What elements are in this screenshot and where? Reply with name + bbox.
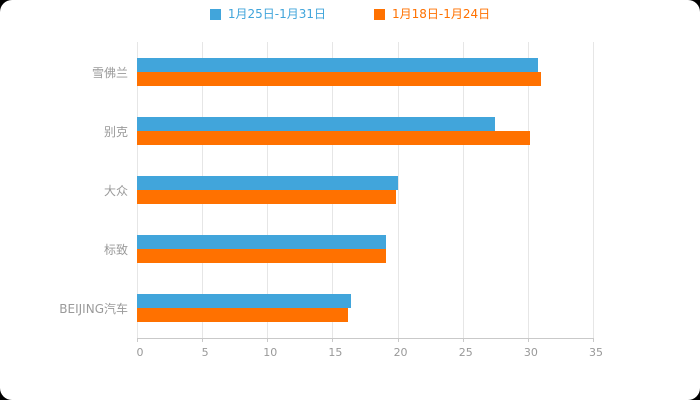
category-label: BEIJING汽车 <box>59 302 128 317</box>
bar-current-week <box>137 294 351 309</box>
x-axis-tick-label: 35 <box>589 346 603 359</box>
bar-current-week <box>137 57 539 72</box>
legend-label-week1: 1月18日-1月24日 <box>392 7 491 21</box>
gridline <box>527 42 529 338</box>
category-label: 大众 <box>103 184 128 198</box>
x-axis-tick <box>332 338 334 342</box>
bar-previous-week <box>137 249 386 264</box>
x-axis-tick <box>137 338 138 342</box>
bar-previous-week <box>137 130 531 145</box>
x-axis-tick-label: 0 <box>136 346 144 359</box>
bar-current-week <box>137 176 398 190</box>
bar-current-week <box>137 235 386 250</box>
legend-swatch-orange-icon <box>374 8 385 20</box>
category-label: 雪佛兰 <box>91 65 128 80</box>
x-axis-tick <box>462 338 464 342</box>
category-label: 别克 <box>103 124 128 139</box>
x-axis-tick <box>593 338 594 342</box>
category-label: 标致 <box>103 243 128 258</box>
x-axis-tick <box>267 338 269 342</box>
gridline <box>462 42 464 338</box>
bar-previous-week <box>137 71 541 86</box>
x-axis-tick-label: 15 <box>328 346 343 359</box>
legend-item-week1[interactable]: 1月18日-1月24日 <box>374 8 490 20</box>
legend: 1月25日-1月31日 1月18日-1月24日 <box>0 8 700 20</box>
x-axis-line <box>137 338 593 339</box>
gridline <box>397 42 399 338</box>
x-axis-tick <box>397 338 399 342</box>
legend-label-week2: 1月25日-1月31日 <box>227 7 326 21</box>
x-axis-tick-label: 20 <box>393 346 408 359</box>
bar-current-week <box>137 116 496 131</box>
legend-swatch-blue-icon <box>209 8 221 20</box>
x-axis-tick-label: 10 <box>263 346 278 359</box>
bar-previous-week <box>137 308 349 323</box>
x-axis-tick-label: 5 <box>201 346 209 359</box>
x-axis-tick-label: 30 <box>523 346 538 359</box>
gridline <box>593 42 594 338</box>
x-axis-tick <box>527 338 529 342</box>
x-axis-tick-label: 25 <box>458 346 473 359</box>
bar-previous-week <box>137 190 397 204</box>
x-axis-tick <box>202 338 204 342</box>
legend-item-week2[interactable]: 1月25日-1月31日 <box>209 7 326 21</box>
